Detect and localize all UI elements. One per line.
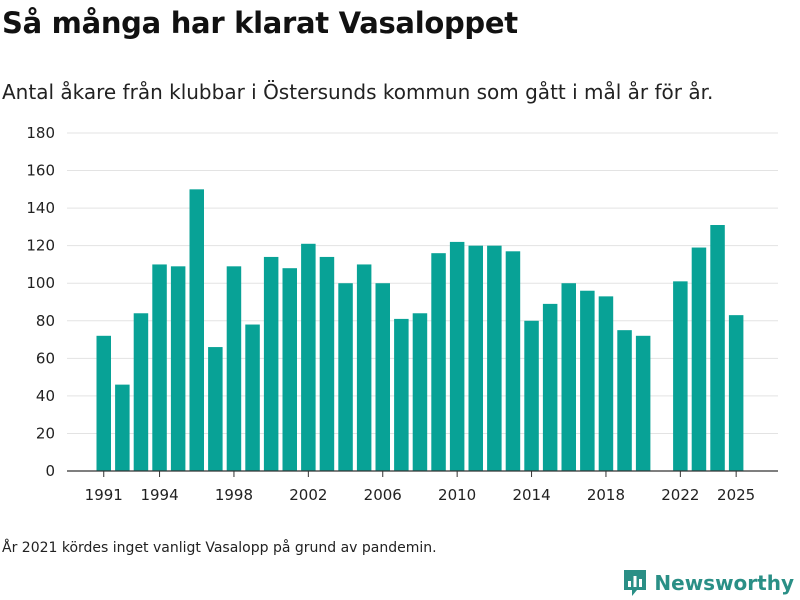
- y-tick-label-0: 0: [45, 462, 55, 480]
- bars: [96, 189, 744, 471]
- bar-2001: [282, 268, 297, 471]
- bar-2020: [635, 335, 651, 471]
- bar-2009: [431, 253, 446, 471]
- gridlines: [67, 132, 778, 434]
- bar-2019: [617, 330, 632, 471]
- bar-2025: [728, 315, 744, 471]
- bar-1998: [226, 266, 242, 471]
- x-tick-label-2002: 2002: [289, 486, 327, 504]
- bar-1997: [208, 347, 223, 471]
- bar-2022: [673, 281, 688, 471]
- bar-2002: [301, 243, 316, 471]
- chart-title: Så många har klarat Vasaloppet: [2, 6, 518, 40]
- bar-2013: [505, 251, 521, 471]
- y-axis-labels: 0 20 40 60 80 100 120 140 160 180: [26, 124, 55, 480]
- bar-2008: [412, 313, 428, 471]
- x-tick-label-2018: 2018: [587, 486, 625, 504]
- y-tick-label-40: 40: [36, 387, 55, 405]
- bar-2004: [338, 283, 353, 471]
- x-tick-label-2025: 2025: [717, 486, 755, 504]
- bar-1994: [152, 264, 167, 471]
- brand-name: Newsworthy: [654, 571, 794, 595]
- bar-chart: 0 20 40 60 80 100 120 140 160 180 1991 1994 1998 200…: [26, 124, 778, 504]
- bar-2010: [449, 241, 465, 471]
- bar-2003: [319, 256, 335, 471]
- bar-1992: [115, 384, 130, 471]
- bar-2023: [691, 247, 707, 471]
- y-tick-label-180: 180: [26, 124, 55, 142]
- y-tick-label-20: 20: [36, 424, 55, 442]
- bar-2000: [263, 256, 279, 471]
- y-tick-label-120: 120: [26, 237, 55, 255]
- y-tick-label-80: 80: [36, 312, 55, 330]
- bar-2006: [375, 283, 390, 471]
- x-axis-labels: 1991 1994 1998 2002 2006 2010 2014 2018 2022 2025: [85, 486, 756, 504]
- chart-subtitle: Antal åkare från klubbar i Östersunds ko…: [2, 80, 714, 104]
- bar-2005: [356, 264, 372, 471]
- bar-1991: [96, 335, 111, 471]
- y-tick-label-60: 60: [36, 349, 55, 367]
- bar-1995: [170, 266, 186, 471]
- bar-2017: [580, 290, 595, 471]
- bar-2024: [710, 225, 725, 471]
- x-tick-label-2014: 2014: [512, 486, 550, 504]
- x-tick-label-1991: 1991: [85, 486, 123, 504]
- x-axis: [67, 470, 778, 477]
- x-tick-label-2010: 2010: [438, 486, 476, 504]
- y-tick-label-100: 100: [26, 274, 55, 292]
- newsworthy-logo-icon: [624, 570, 647, 596]
- bar-2007: [394, 318, 409, 471]
- x-tick-label-2022: 2022: [661, 486, 699, 504]
- bar-2018: [598, 296, 614, 471]
- bar-1993: [133, 313, 149, 471]
- x-tick-label-1994: 1994: [140, 486, 178, 504]
- bar-1996: [189, 189, 204, 471]
- y-tick-label-140: 140: [26, 199, 55, 217]
- bar-2015: [542, 303, 558, 471]
- bar-2011: [468, 245, 483, 471]
- bar-2016: [561, 283, 576, 471]
- bar-2014: [524, 320, 539, 471]
- footnote: År 2021 kördes inget vanligt Vasalopp på…: [2, 540, 437, 556]
- y-tick-label-160: 160: [26, 162, 55, 180]
- x-tick-label-1998: 1998: [215, 486, 253, 504]
- x-tick-label-2006: 2006: [364, 486, 402, 504]
- brand-logo: Newsworthy: [622, 568, 794, 598]
- bar-1999: [245, 324, 260, 471]
- bar-2012: [487, 245, 502, 471]
